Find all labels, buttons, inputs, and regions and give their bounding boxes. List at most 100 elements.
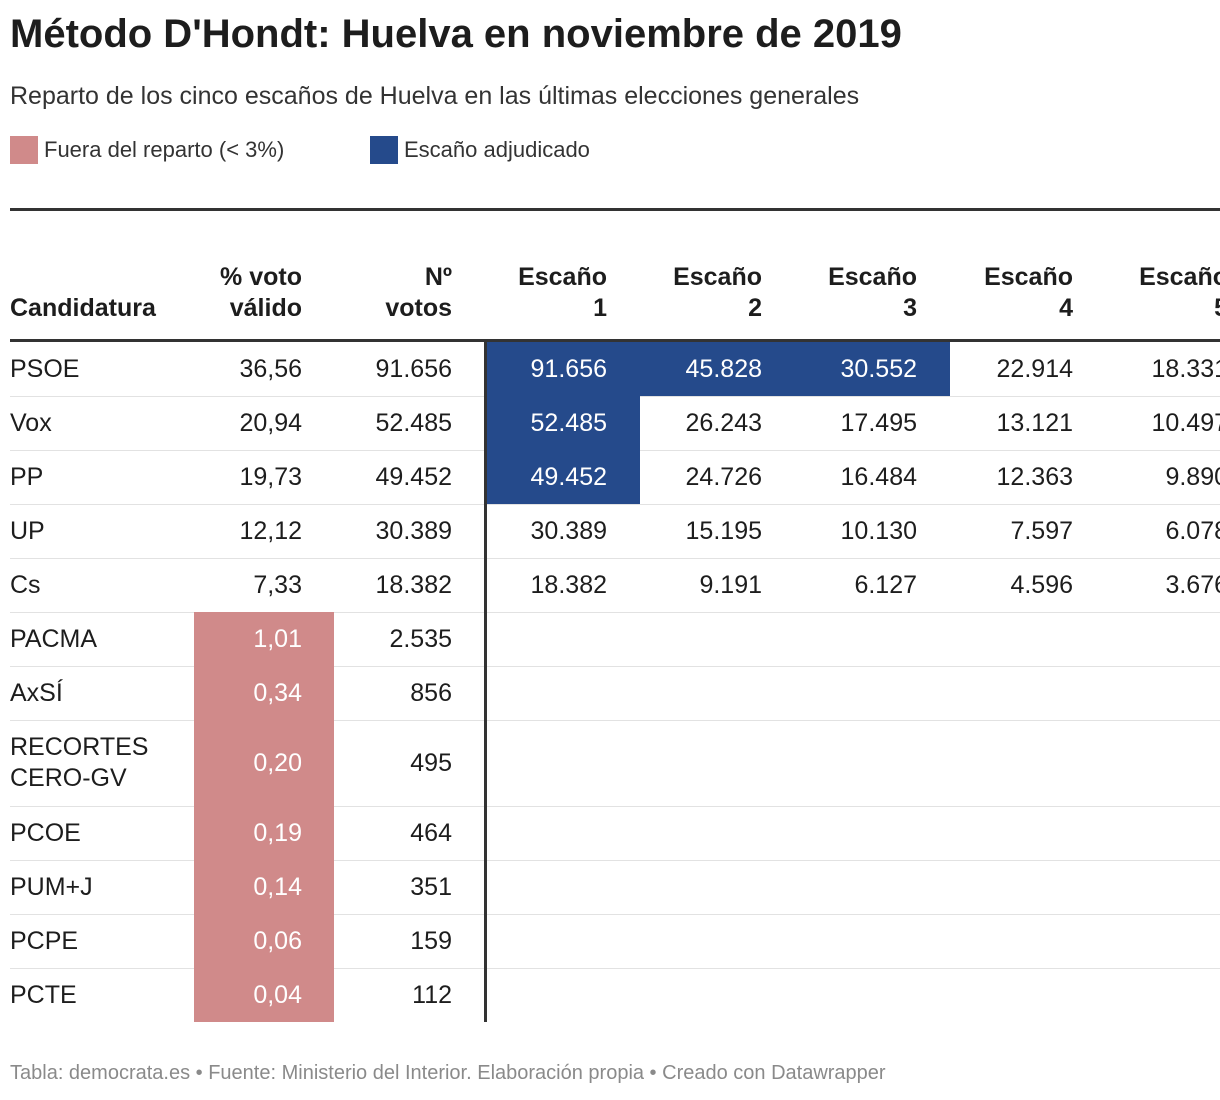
- legend-item: Fuera del reparto (< 3%): [10, 136, 284, 164]
- table-cell: 52.485: [375, 408, 452, 437]
- table-cell: 0,34: [253, 678, 302, 707]
- table-cell: 24.726: [685, 462, 762, 491]
- table-cell: 12,12: [239, 516, 302, 545]
- table-cell: 9.191: [699, 570, 762, 599]
- table-cell: 18.382: [530, 570, 607, 599]
- excluded-cell-bg: [194, 806, 334, 860]
- title: Método D'Hondt: Huelva en noviembre de 2…: [10, 12, 902, 56]
- legend-swatch: [370, 136, 398, 164]
- table-cell: 112: [412, 980, 452, 1009]
- column-header: Escaño 1: [518, 263, 607, 322]
- party-name: PUM+J: [10, 872, 93, 901]
- excluded-cell-bg: [194, 968, 334, 1022]
- table-cell: 30.389: [530, 516, 607, 545]
- excluded-cell-bg: [194, 914, 334, 968]
- table-cell: 159: [410, 926, 452, 955]
- row-rule: [10, 504, 1220, 505]
- row-rule: [10, 806, 1220, 807]
- table-cell: 2.535: [389, 624, 452, 653]
- seat-cell-bg: [486, 450, 640, 504]
- table-cell: 22.914: [996, 354, 1073, 383]
- table-cell: 17.495: [840, 408, 917, 437]
- party-name: RECORTES CERO-GV: [10, 733, 149, 792]
- table-cell: 0,04: [253, 980, 302, 1009]
- table-cell: 91.656: [375, 354, 452, 383]
- table-cell: 495: [410, 748, 452, 777]
- seat-cell-bg: [795, 342, 950, 396]
- header-rule: [10, 339, 1220, 342]
- table-cell: 52.485: [530, 408, 607, 437]
- table-cell: 464: [410, 818, 452, 847]
- legend-label: Fuera del reparto (< 3%): [44, 137, 285, 162]
- legend-item: Escaño adjudicado: [370, 136, 590, 164]
- excluded-cell-bg: [194, 666, 334, 720]
- row-rule: [10, 558, 1220, 559]
- seat-cell-bg: [640, 342, 795, 396]
- table-cell: 9.890: [1165, 462, 1220, 491]
- table-cell: 10.497: [1151, 408, 1220, 437]
- seat-cell-bg: [486, 342, 640, 396]
- row-rule: [10, 720, 1220, 721]
- column-header: Escaño 3: [828, 263, 917, 322]
- table-cell: 91.656: [530, 354, 607, 383]
- row-rule: [10, 968, 1220, 969]
- table-cell: 18.331: [1151, 354, 1220, 383]
- table-cell: 13.121: [996, 408, 1073, 437]
- table-cell: 26.243: [685, 408, 762, 437]
- column-header: Escaño 4: [984, 263, 1073, 322]
- table-cell: 30.552: [840, 354, 917, 383]
- column-header: % voto válido: [220, 263, 302, 322]
- excluded-cell-bg: [194, 860, 334, 914]
- table-cell: 0,14: [253, 872, 302, 901]
- table-cell: 15.195: [685, 516, 762, 545]
- table-cell: 49.452: [530, 462, 607, 491]
- excluded-cell-bg: [194, 720, 334, 806]
- column-header: Escaño 5: [1139, 263, 1220, 322]
- legend-swatch: [10, 136, 38, 164]
- table-cell: 351: [410, 872, 452, 901]
- table-cell: 6.127: [854, 570, 917, 599]
- party-name: Vox: [10, 408, 52, 437]
- column-header: Candidatura: [10, 294, 156, 322]
- table-cell: 0,06: [253, 926, 302, 955]
- seat-cell-bg: [486, 396, 640, 450]
- table-cell: 7.597: [1010, 516, 1073, 545]
- table-cell: 49.452: [375, 462, 452, 491]
- table-cell: 10.130: [840, 516, 917, 545]
- table-cell: 4.596: [1010, 570, 1073, 599]
- table-cell: 19,73: [239, 462, 302, 491]
- table-cell: 12.363: [996, 462, 1073, 491]
- table-cell: 0,20: [253, 748, 302, 777]
- table-cell: 0,19: [253, 818, 302, 847]
- table-cell: 3.676: [1165, 570, 1220, 599]
- table-cell: 20,94: [239, 408, 302, 437]
- table-cell: 18.382: [375, 570, 452, 599]
- excluded-cell-bg: [194, 612, 334, 666]
- row-rule: [10, 914, 1220, 915]
- table-cell: 7,33: [253, 570, 302, 599]
- table-cell: 36,56: [239, 354, 302, 383]
- party-name: PACMA: [10, 624, 98, 653]
- top-rule: [10, 208, 1220, 211]
- table-cell: 45.828: [685, 354, 762, 383]
- party-name: UP: [10, 516, 45, 545]
- party-name: PCTE: [10, 980, 77, 1009]
- party-name: PCPE: [10, 926, 79, 955]
- legend-label: Escaño adjudicado: [404, 137, 590, 162]
- row-rule: [10, 666, 1220, 667]
- row-rule: [10, 860, 1220, 861]
- table-cell: 6.078: [1165, 516, 1220, 545]
- party-name: PCOE: [10, 818, 81, 847]
- separator: [484, 342, 487, 1022]
- table-cell: 16.484: [840, 462, 917, 491]
- row-rule: [10, 612, 1220, 613]
- footer: Tabla: democrata.es • Fuente: Ministerio…: [10, 1062, 886, 1084]
- column-header: Nº votos: [385, 263, 452, 322]
- table-cell: 1,01: [253, 624, 302, 653]
- table-cell: 856: [410, 678, 452, 707]
- party-name: AxSÍ: [10, 678, 63, 707]
- column-header: Escaño 2: [673, 263, 762, 322]
- table-cell: 30.389: [375, 516, 452, 545]
